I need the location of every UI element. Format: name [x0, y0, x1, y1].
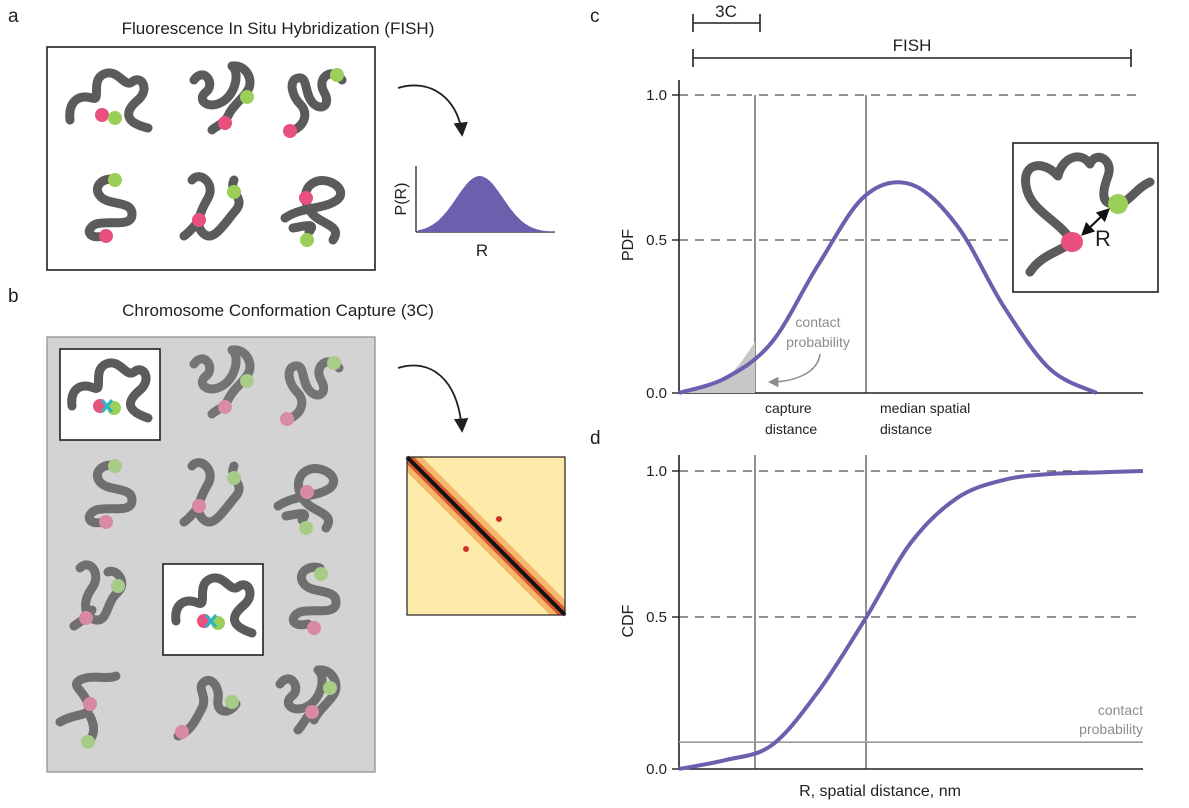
pdf-curve	[678, 180, 1098, 395]
scale-fish-label: FISH	[893, 36, 932, 55]
contact-probability-area	[679, 342, 755, 393]
cdf-tick-0: 0.0	[646, 761, 667, 778]
panel-b-letter: b	[8, 286, 19, 307]
cdf-tick-1: 1.0	[646, 463, 667, 480]
panel-b-title: Chromosome Conformation Capture (3C)	[122, 301, 434, 320]
pdf-contact-annotation-line2: probability	[786, 334, 850, 350]
capture-distance-label-1: capture	[765, 400, 812, 416]
cdf-ylabel: CDF	[620, 604, 637, 637]
scale-bars: 3C FISH	[692, 2, 1132, 67]
fish-plot-xlabel: R	[476, 241, 488, 260]
fish-to-distribution-arrow	[397, 84, 468, 137]
fish-plot-ylabel: P(R)	[393, 183, 410, 216]
panel-d-letter: d	[590, 428, 601, 449]
pdf-tick-0: 0.0	[646, 385, 667, 402]
pdf-tick-05: 0.5	[646, 232, 667, 249]
capture-distance-label-2: distance	[765, 421, 817, 437]
pdf-contact-annotation-line1: contact	[795, 314, 840, 330]
pdf-contact-arrow	[767, 353, 821, 388]
cdf-contact-annotation-line2: probability	[1079, 721, 1143, 737]
distance-inset: R	[1012, 142, 1159, 293]
pdf-chart: 1.0 0.5 0.0 PDF contact probability capt…	[620, 80, 1159, 437]
panel-c-letter: c	[590, 6, 600, 27]
pdf-ylabel: PDF	[620, 229, 637, 261]
cdf-xlabel: R, spatial distance, nm	[799, 783, 961, 800]
fish-distribution-plot: P(R) R	[393, 166, 555, 260]
panel-a-letter: a	[8, 6, 19, 27]
hic-contact-map	[405, 455, 567, 617]
median-distance-label-2: distance	[880, 421, 932, 437]
cdf-chart: 1.0 0.5 0.0 CDF contact probability R, s…	[620, 455, 1143, 800]
hic-chromatin-group	[55, 345, 344, 749]
fish-chromatin-group	[65, 61, 347, 247]
cdf-curve	[678, 469, 1144, 771]
inset-r-label: R	[1095, 226, 1111, 251]
median-distance-label-1: median spatial	[880, 400, 970, 416]
fish-distribution-area	[418, 176, 555, 232]
cdf-tick-05: 0.5	[646, 609, 667, 626]
scale-3c-label: 3C	[715, 2, 737, 21]
pdf-tick-1: 1.0	[646, 87, 667, 104]
hic-to-map-arrow	[397, 364, 469, 433]
cdf-contact-annotation-line1: contact	[1098, 702, 1143, 718]
panel-a-title: Fluorescence In Situ Hybridization (FISH…	[122, 19, 435, 38]
